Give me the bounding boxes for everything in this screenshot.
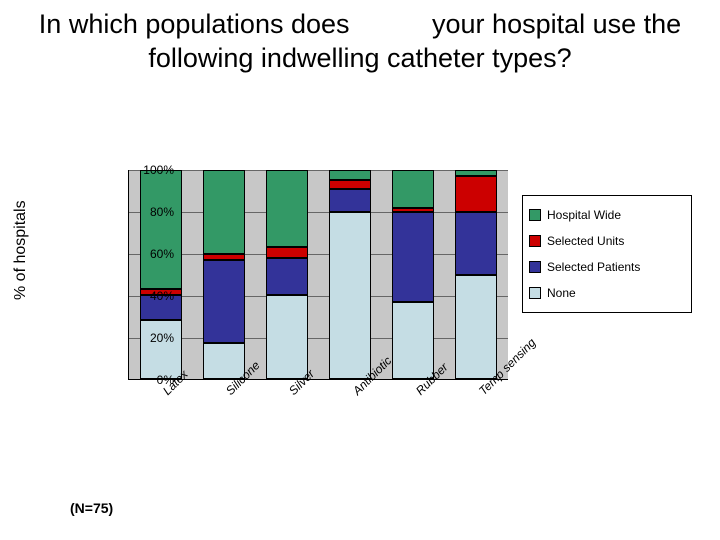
legend-item: Selected Units	[529, 228, 685, 254]
legend-swatch	[529, 235, 541, 247]
y-tick-label: 60%	[128, 247, 174, 261]
segment	[329, 170, 371, 180]
segment	[140, 320, 182, 379]
segment	[266, 170, 308, 247]
bars-group	[129, 170, 508, 379]
bar-silicone	[203, 170, 245, 379]
sample-size-note: (N=75)	[70, 500, 113, 516]
legend-item: None	[529, 280, 685, 306]
x-tick-label: Temp sensing	[455, 384, 497, 474]
bar-rubber	[392, 170, 434, 379]
legend-item: Selected Patients	[529, 254, 685, 280]
segment	[203, 260, 245, 344]
y-tick-label: 80%	[128, 205, 174, 219]
legend-swatch	[529, 261, 541, 273]
legend-item: Hospital Wide	[529, 202, 685, 228]
segment	[266, 247, 308, 257]
segment	[329, 212, 371, 379]
segment	[392, 302, 434, 379]
segment	[329, 180, 371, 188]
legend-swatch	[529, 209, 541, 221]
segment	[455, 212, 497, 275]
bar-latex	[140, 170, 182, 379]
x-tick-label: Antibiotic	[329, 384, 371, 474]
segment	[203, 170, 245, 254]
x-tick-label: Silicone	[202, 384, 244, 474]
legend-label: Selected Patients	[547, 260, 640, 274]
segment	[392, 170, 434, 208]
x-tick-label: Silver	[265, 384, 307, 474]
segment	[392, 212, 434, 302]
segment	[266, 295, 308, 379]
page-title: In which populations does your hospital …	[30, 8, 690, 76]
legend-swatch	[529, 287, 541, 299]
x-tick-label: Rubber	[392, 384, 434, 474]
segment	[455, 176, 497, 212]
plot-area	[128, 170, 508, 380]
y-tick-label: 20%	[128, 331, 174, 345]
x-axis-labels: Latex Silicone Silver Antibiotic Rubber Temp …	[128, 384, 508, 474]
segment	[329, 189, 371, 212]
chart-container: LatexSiliconeSilverAntibioticRubberTemp …	[78, 170, 508, 400]
y-tick-label: 0%	[128, 373, 174, 387]
bar-silver	[266, 170, 308, 379]
legend: Hospital Wide Selected Units Selected Pati…	[522, 195, 692, 313]
legend-label: None	[547, 286, 576, 300]
bar-temp-sensing	[455, 170, 497, 379]
y-tick-label: 40%	[128, 289, 174, 303]
bar-antibiotic	[329, 170, 371, 379]
segment	[140, 170, 182, 289]
segment	[455, 275, 497, 380]
legend-label: Hospital Wide	[547, 208, 621, 222]
x-tick-label: Latex	[139, 384, 181, 474]
legend-label: Selected Units	[547, 234, 624, 248]
y-axis-label: % of hospitals	[12, 200, 30, 300]
segment	[266, 258, 308, 296]
y-tick-label: 100%	[128, 163, 174, 177]
